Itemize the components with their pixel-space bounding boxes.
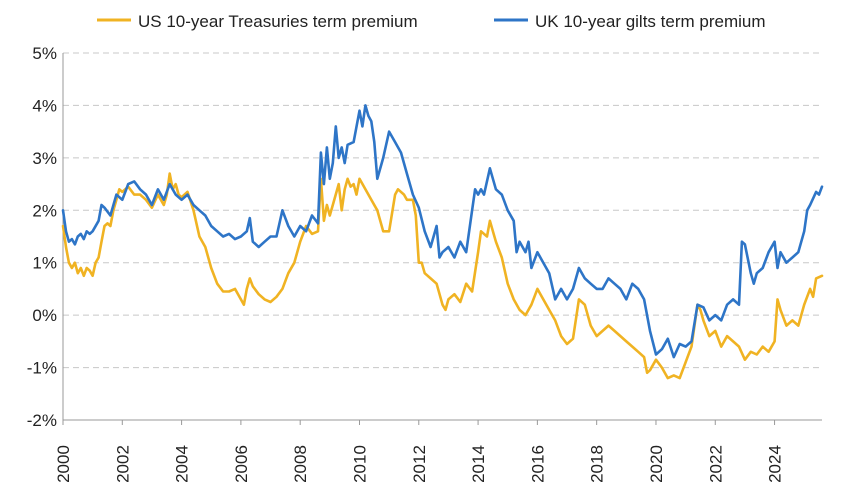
- series-lines: [61, 104, 824, 380]
- x-tick-label: 2016: [528, 445, 547, 483]
- us-term-premium-line: [61, 172, 824, 380]
- legend-label-us: US 10-year Treasuries term premium: [138, 12, 418, 31]
- x-tick-label: 2024: [766, 445, 785, 483]
- x-tick-label: 2014: [469, 445, 488, 483]
- x-tick-label: 2000: [54, 445, 73, 483]
- x-tick-label: 2020: [647, 445, 666, 483]
- x-tick-label: 2010: [350, 445, 369, 483]
- y-tick-label: 1%: [32, 254, 57, 273]
- x-tick-label: 2022: [706, 445, 725, 483]
- legend: US 10-year Treasuries term premium UK 10…: [97, 12, 766, 31]
- x-tick-label: 2018: [588, 445, 607, 483]
- legend-label-uk: UK 10-year gilts term premium: [535, 12, 766, 31]
- y-tick-label: 5%: [32, 44, 57, 63]
- x-tick-label: 2002: [113, 445, 132, 483]
- y-tick-label: 2%: [32, 201, 57, 220]
- x-tick-label: 2006: [232, 445, 251, 483]
- y-tick-label: 0%: [32, 306, 57, 325]
- x-tick-label: 2012: [410, 445, 429, 483]
- uk-term-premium-line: [61, 104, 824, 359]
- x-tick-label: 2008: [291, 445, 310, 483]
- x-tick-label: 2004: [173, 445, 192, 483]
- y-tick-label: 4%: [32, 96, 57, 115]
- y-tick-label: -1%: [27, 359, 57, 378]
- y-tick-label: 3%: [32, 149, 57, 168]
- y-tick-label: -2%: [27, 411, 57, 430]
- x-axis: 2000 2002 2004 2006 2008 2010 2012 2014 2016 2018…: [54, 53, 822, 483]
- y-axis-ticks: -2% -1% 0% 1% 2% 3% 4% 5%: [27, 44, 57, 430]
